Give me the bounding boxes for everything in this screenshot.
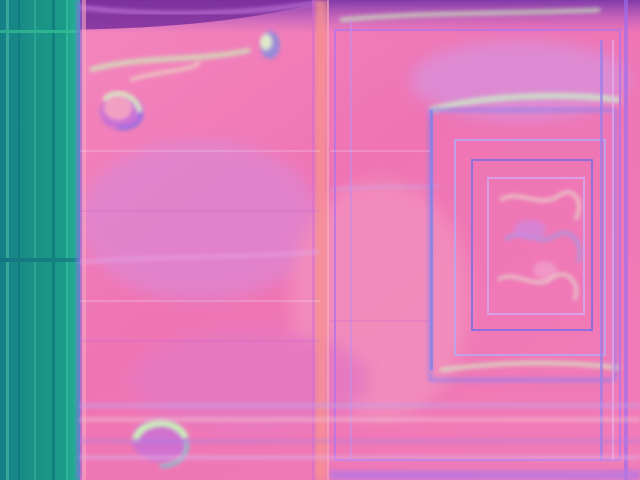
knot-top: [100, 91, 144, 130]
vertical-seam: [315, 0, 327, 480]
teal-edge: [76, 0, 82, 480]
bottom-bands: [80, 404, 640, 480]
teal-streaks: [0, 0, 80, 480]
right-frame: [334, 29, 621, 461]
knot-upper-right-of-teal: [260, 31, 280, 59]
carved-texture: [497, 191, 582, 301]
right-vertical-streaks: [350, 0, 628, 480]
horizontal-grain: [80, 150, 430, 342]
